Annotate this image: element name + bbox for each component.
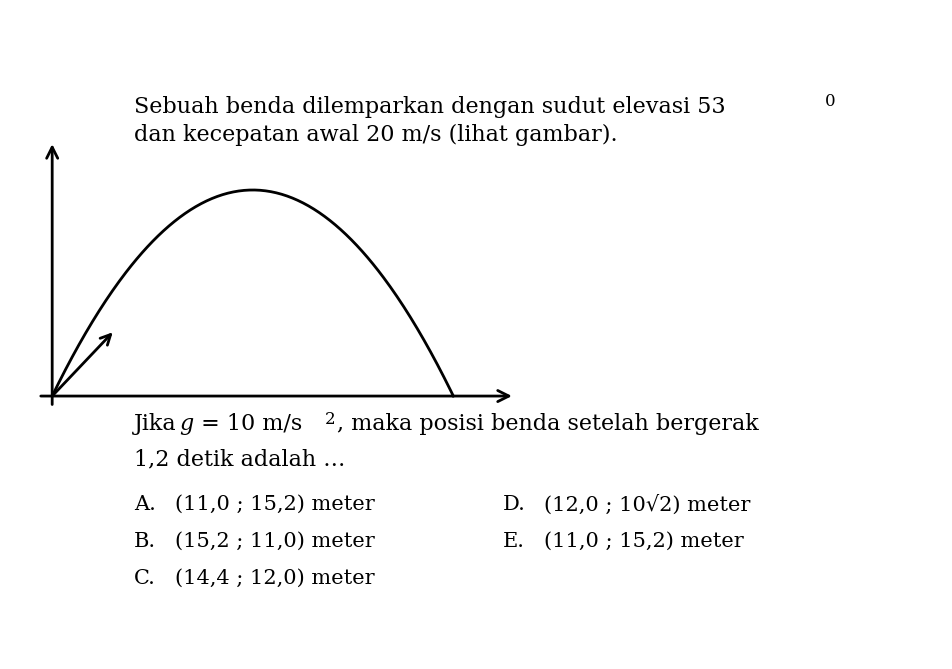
Text: (14,4 ; 12,0) meter: (14,4 ; 12,0) meter [174,569,374,588]
Text: (15,2 ; 11,0) meter: (15,2 ; 11,0) meter [174,532,374,551]
Text: (11,0 ; 15,2) meter: (11,0 ; 15,2) meter [174,495,374,514]
Text: E.: E. [503,532,525,551]
Text: Jika: Jika [133,413,184,435]
Text: g: g [180,413,194,435]
Text: = 10 m/s: = 10 m/s [194,413,303,435]
Text: (12,0 ; 10√2) meter: (12,0 ; 10√2) meter [544,495,749,515]
Text: 2: 2 [324,411,335,428]
Text: 0: 0 [823,93,834,110]
Text: 1,2 detik adalah …: 1,2 detik adalah … [133,449,345,470]
Text: , maka posisi benda setelah bergerak: , maka posisi benda setelah bergerak [337,413,758,435]
Text: Sebuah benda dilemparkan dengan sudut elevasi 53: Sebuah benda dilemparkan dengan sudut el… [133,96,724,118]
Text: B.: B. [133,532,156,551]
Text: dan kecepatan awal 20 m/s (lihat gambar).: dan kecepatan awal 20 m/s (lihat gambar)… [133,124,617,146]
Text: A.: A. [133,495,155,514]
Text: C.: C. [133,569,155,588]
Text: (11,0 ; 15,2) meter: (11,0 ; 15,2) meter [544,532,743,551]
Text: D.: D. [503,495,526,514]
